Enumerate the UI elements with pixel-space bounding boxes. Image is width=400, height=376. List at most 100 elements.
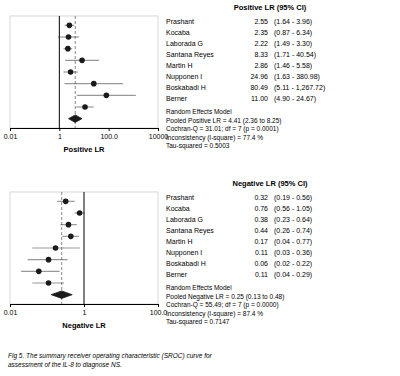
data-label: 0.44: [254, 227, 268, 234]
tick: 0.01: [4, 304, 18, 316]
ci-label: (0.56 - 1.05): [274, 205, 312, 213]
tick-label: 0.01: [4, 309, 18, 316]
ci-label: (1.63 - 380.98): [274, 73, 320, 81]
point: [79, 58, 85, 64]
data-label: 0.06: [254, 260, 268, 267]
caption: Fig 5. The summary receiver operating ch…: [8, 352, 213, 360]
study-name: Santana Reyes: [166, 51, 214, 59]
tick-label: 100.0: [150, 309, 168, 316]
study-name: Martin H: [166, 62, 192, 69]
point: [66, 222, 72, 228]
tick-mark: [59, 128, 60, 131]
data-label: 2.55: [254, 18, 268, 25]
point: [46, 257, 52, 263]
ci-label: (0.03 - 0.36): [274, 249, 312, 257]
tick-label: 100.0: [100, 133, 118, 140]
tick-mark: [10, 128, 11, 131]
data-label: 2.35: [254, 29, 268, 36]
study-name: Boskabadi H: [166, 84, 206, 91]
tick: 0.01: [4, 128, 18, 140]
tick-label: 1: [83, 309, 87, 316]
point: [82, 104, 88, 110]
point: [65, 46, 71, 52]
ci-label: (0.19 - 0.56): [274, 194, 312, 202]
study-name: Kocaba: [166, 205, 190, 212]
annotation: Tau-squared = 0.5003: [166, 142, 230, 150]
study-name: Nupponen I: [166, 73, 202, 81]
reference-line: [59, 16, 60, 128]
table-header: Negative LR (95% CI): [232, 179, 308, 188]
tick: 100.0: [150, 304, 168, 316]
point: [77, 210, 83, 216]
point: [46, 280, 52, 286]
ci-label: (1.49 - 3.30): [274, 40, 312, 48]
x-axis: 0.01 1 100.0: [4, 304, 168, 316]
ci-label: (1.46 - 5.58): [274, 62, 312, 70]
reference-line: [84, 192, 85, 304]
data-label: 0.76: [254, 205, 268, 212]
data-label: 0.11: [255, 249, 268, 256]
axis-line: [11, 129, 159, 132]
tick-label: 0.01: [4, 133, 18, 140]
study-name: Berner: [166, 95, 188, 102]
point: [53, 245, 59, 251]
data-label: 24.96: [250, 73, 268, 80]
data-label: 0.32: [254, 194, 268, 201]
data-label: 0.17: [254, 238, 268, 245]
ci-label: (0.04 - 0.29): [274, 271, 312, 279]
ci-label: (1.64 - 3.96): [274, 18, 312, 26]
plot-frame: [10, 192, 158, 304]
panel: 0.011100.010000Positive LRPositive LR (9…: [4, 3, 326, 154]
study-name: Prashant: [166, 18, 194, 25]
study-name: Nupponen I: [166, 249, 202, 257]
point: [68, 69, 74, 75]
annotation: Cochran-Q = 31.01; df = 7 (p = 0.0001): [166, 125, 279, 133]
axis-line: [11, 305, 159, 308]
x-axis-label: Negative LR: [62, 321, 106, 330]
pooled-diamond: [51, 291, 72, 298]
x-axis-label: Positive LR: [64, 145, 105, 154]
tick-mark: [158, 128, 159, 131]
point: [36, 269, 42, 275]
point: [104, 93, 110, 99]
tick: 1: [58, 128, 62, 140]
ci-label: (5.11 - 1,267.72): [274, 84, 325, 92]
point: [67, 23, 73, 29]
data-label: 2.86: [254, 62, 268, 69]
tick-mark: [109, 128, 110, 131]
annotation: Inconsistency (I-square) = 77.4 %: [166, 134, 263, 142]
data-label: 8.33: [254, 51, 268, 58]
study-name: Kocaba: [166, 29, 190, 36]
annotation: Pooled Negative LR = 0.25 (0.13 to 0.48): [166, 293, 284, 301]
annotation: Tau-squared = 0.7147: [166, 318, 230, 326]
study-name: Martin H: [166, 238, 192, 245]
annotation: Random Effects Model: [166, 108, 232, 115]
ci-label: (4.90 - 24.67): [274, 95, 316, 103]
chart-svg: 0.011100.010000Positive LRPositive LR (9…: [0, 0, 400, 376]
table-header: Positive LR (95% CI): [234, 3, 307, 12]
data-label: 0.38: [254, 216, 268, 223]
ci-label: (0.02 - 0.22): [274, 260, 312, 268]
marks: [21, 192, 85, 304]
study-name: Prashant: [166, 194, 194, 201]
study-name: Berner: [166, 271, 188, 278]
point: [66, 34, 72, 40]
annotation: Pooled Positive LR = 4.41 (2.36 to 8.25): [166, 117, 281, 125]
ci-label: (1.71 - 40.54): [274, 51, 316, 59]
marks: [58, 16, 136, 128]
ci-label: (0.04 - 0.77): [274, 238, 312, 246]
data-label: 80.49: [250, 84, 268, 91]
tick-mark: [158, 304, 159, 307]
data-label: 11.00: [251, 95, 268, 102]
plot-frame: [10, 16, 158, 128]
study-name: Laborada G: [166, 216, 203, 223]
tick: 100.0: [100, 128, 118, 140]
ci-label: (0.87 - 6.34): [274, 29, 312, 37]
tick-mark: [84, 304, 85, 307]
data-label: 2.22: [254, 40, 268, 47]
tick: 1: [83, 304, 87, 316]
data-label: 0.11: [255, 271, 268, 278]
tick-mark: [10, 304, 11, 307]
point: [63, 199, 69, 205]
study-name: Laborada G: [166, 40, 203, 47]
